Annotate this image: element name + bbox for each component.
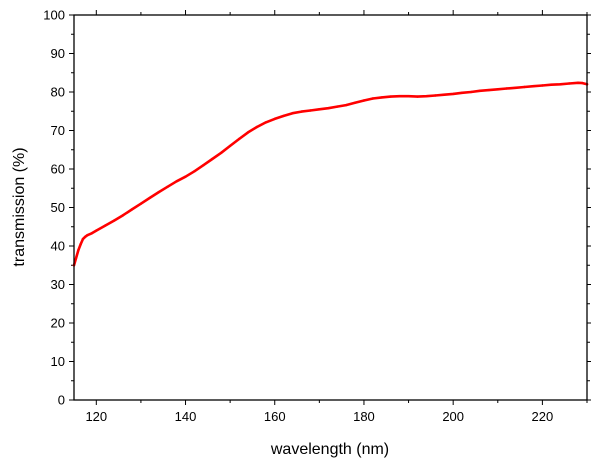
data-point xyxy=(273,117,276,121)
data-point xyxy=(104,224,107,227)
x-tick-label: 200 xyxy=(442,409,464,424)
x-axis-title: wavelength (nm) xyxy=(270,441,389,458)
y-tick-label: 100 xyxy=(43,8,65,23)
data-point xyxy=(371,97,375,100)
data-point xyxy=(541,84,544,87)
data-point xyxy=(211,157,214,161)
data-point xyxy=(139,202,143,205)
data-point xyxy=(309,109,312,112)
data-point xyxy=(550,83,553,86)
data-point xyxy=(202,164,205,167)
x-tick-label: 180 xyxy=(353,409,375,424)
data-point xyxy=(344,103,348,107)
data-point xyxy=(443,93,446,96)
y-tick-label: 0 xyxy=(58,393,65,408)
data-point xyxy=(452,92,455,96)
data-point xyxy=(362,99,366,102)
data-point xyxy=(291,112,294,115)
tick-labels: 0 10 20 30 40 50 60 70 80 90 100 120 140 160 180 200 220 xyxy=(43,8,553,425)
data-point xyxy=(184,175,187,178)
data-point xyxy=(84,235,87,238)
data-point xyxy=(77,248,80,251)
data-point xyxy=(264,121,267,124)
y-tick-label: 70 xyxy=(51,123,65,138)
data-point xyxy=(460,91,464,95)
y-tick-label: 30 xyxy=(51,277,65,292)
x-tick-label: 120 xyxy=(85,409,107,424)
transmission-series-line xyxy=(72,81,589,267)
data-point xyxy=(532,85,535,88)
data-point xyxy=(505,87,508,90)
data-point xyxy=(95,229,98,232)
data-point xyxy=(193,170,196,173)
data-point xyxy=(300,110,303,113)
data-point xyxy=(86,234,89,237)
data-point xyxy=(327,107,330,110)
data-point xyxy=(148,196,151,200)
data-point xyxy=(79,242,82,246)
data-point xyxy=(478,89,482,93)
data-point xyxy=(398,95,401,98)
data-point xyxy=(434,94,437,97)
data-point xyxy=(353,101,357,105)
data-point xyxy=(318,108,321,111)
y-tick-label: 80 xyxy=(51,85,65,100)
data-point xyxy=(90,232,94,235)
data-point xyxy=(576,81,580,85)
data-point xyxy=(75,256,78,259)
data-point xyxy=(514,86,517,90)
data-point xyxy=(425,95,428,98)
data-point xyxy=(237,137,241,141)
x-tick-label: 160 xyxy=(264,409,286,424)
y-tick-label: 10 xyxy=(51,354,65,369)
y-tick-label: 50 xyxy=(51,200,65,215)
data-point xyxy=(380,96,383,99)
data-point xyxy=(220,151,223,154)
data-point xyxy=(121,214,125,217)
axis-ticks xyxy=(69,10,591,405)
data-point xyxy=(175,180,178,183)
y-tick-label: 90 xyxy=(51,46,65,61)
data-point xyxy=(130,208,134,211)
data-point xyxy=(112,219,116,222)
plot-frame xyxy=(73,14,588,401)
data-point xyxy=(568,82,571,85)
y-axis-title: transmission (%) xyxy=(11,147,28,266)
data-point xyxy=(416,95,419,98)
data-point xyxy=(581,81,584,85)
data-point xyxy=(246,131,250,134)
x-tick-label: 220 xyxy=(532,409,554,424)
data-point xyxy=(523,85,526,89)
y-tick-label: 20 xyxy=(51,316,65,331)
x-tick-label: 140 xyxy=(175,409,197,424)
y-tick-label: 60 xyxy=(51,162,65,177)
data-point xyxy=(407,95,410,98)
data-point xyxy=(336,105,339,108)
series-layer xyxy=(72,81,589,267)
data-point xyxy=(255,125,259,129)
data-point xyxy=(389,95,392,98)
data-point xyxy=(469,90,473,94)
data-point xyxy=(487,88,491,92)
data-point xyxy=(496,88,499,91)
data-point xyxy=(282,114,285,118)
data-point xyxy=(228,144,232,148)
data-point xyxy=(559,83,562,86)
data-point xyxy=(157,190,160,194)
data-point xyxy=(166,185,169,188)
y-tick-label: 40 xyxy=(51,239,65,254)
data-point xyxy=(81,237,85,241)
